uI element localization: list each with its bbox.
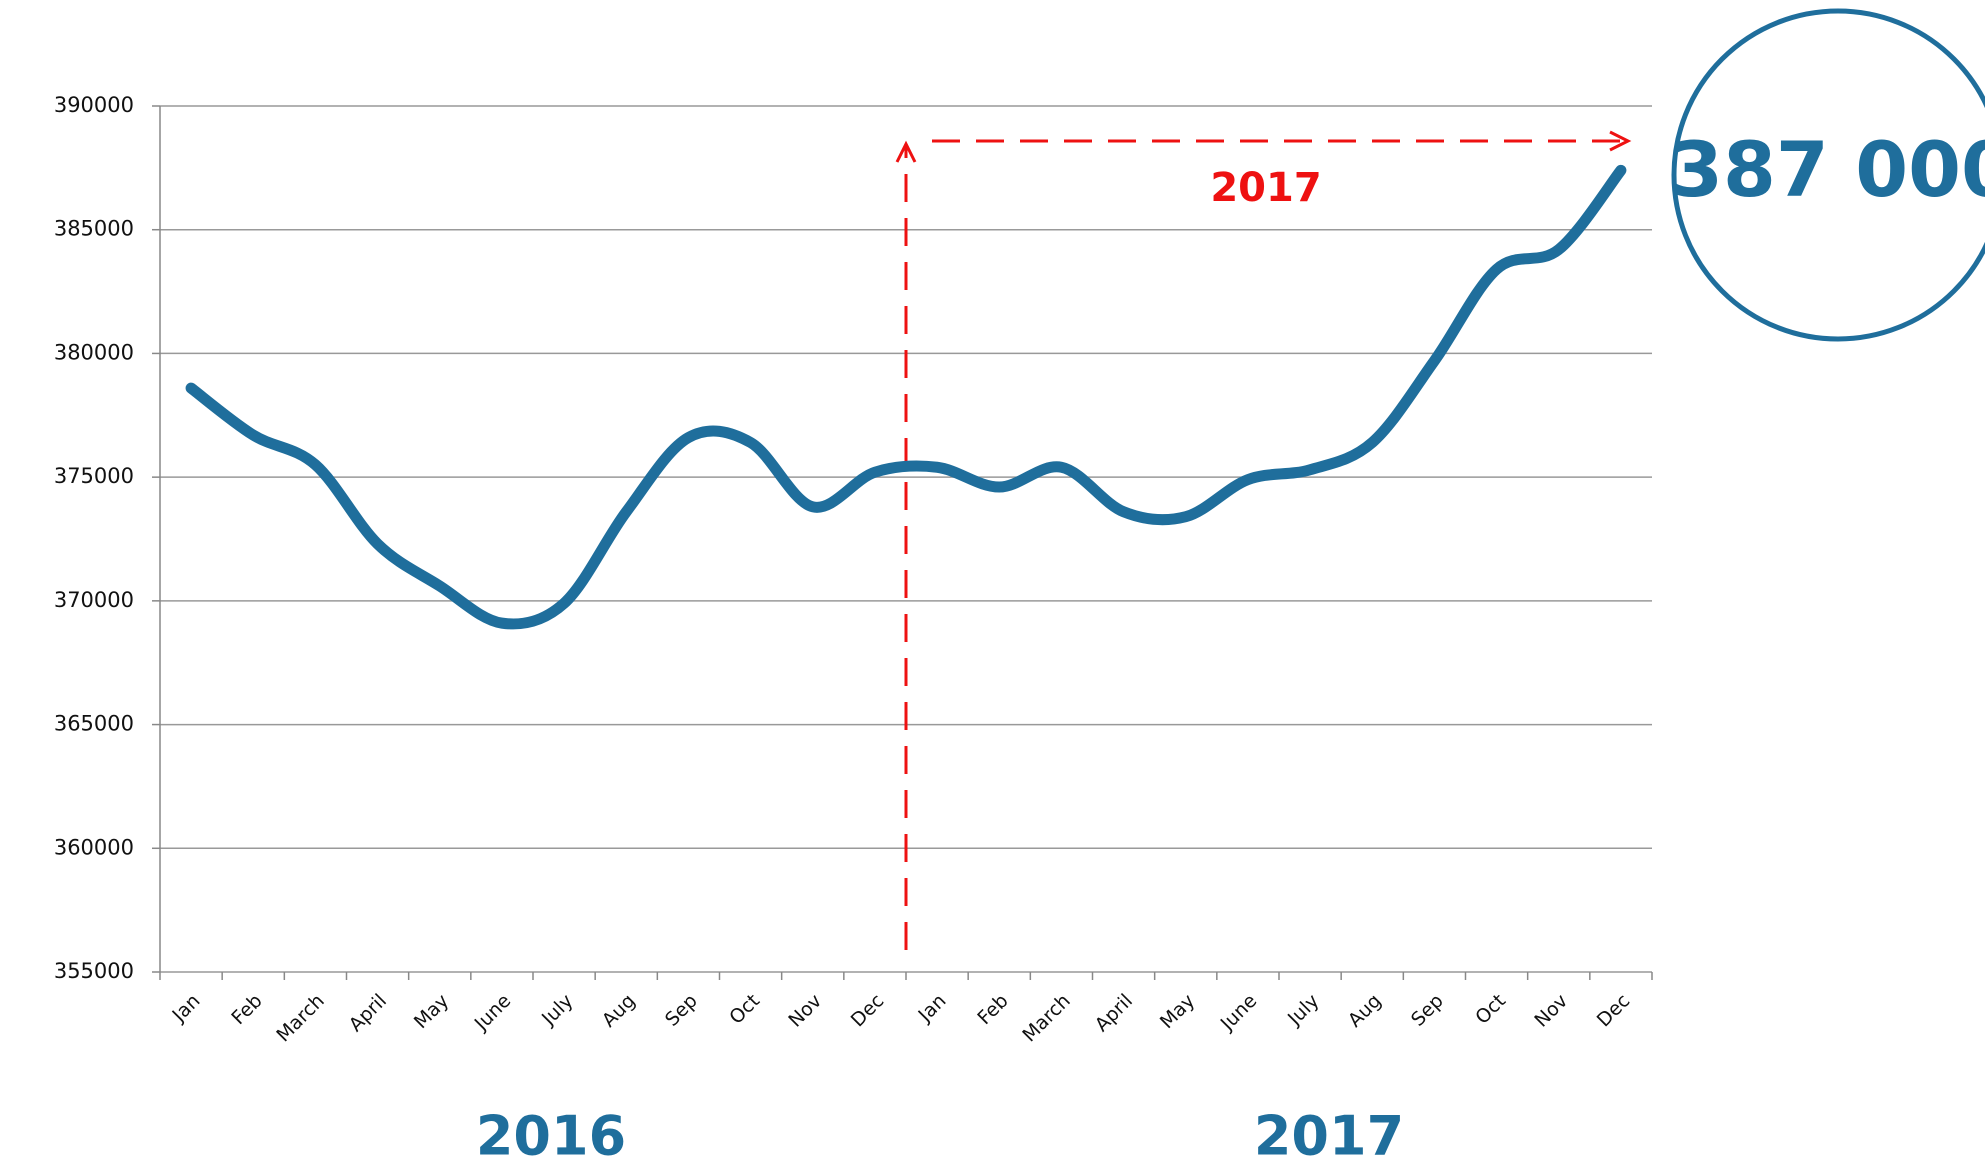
y-tick-label: 370000 [54, 588, 134, 612]
year-label: 2017 [1254, 1105, 1404, 1167]
x-tick-label: Sep [1407, 990, 1448, 1031]
highlight-circle [1671, 8, 1985, 342]
x-tick-label: May [1156, 990, 1199, 1033]
x-tick-label: June [470, 990, 516, 1036]
period-label: 2017 [1210, 165, 1321, 211]
x-tick-label: Nov [1530, 990, 1572, 1032]
x-tick-label: Aug [598, 990, 640, 1032]
x-tick-label: July [1283, 990, 1323, 1030]
x-tick-label: March [272, 990, 329, 1047]
y-tick-label: 365000 [54, 712, 134, 736]
year-label: 2016 [476, 1105, 626, 1167]
x-tick-label: March [1018, 990, 1075, 1047]
x-tick-label: Aug [1344, 990, 1386, 1032]
x-tick-label: Jan [914, 990, 951, 1027]
y-tick-label: 360000 [54, 835, 134, 859]
x-tick-label: Dec [1593, 990, 1635, 1032]
x-tick-label: May [410, 990, 453, 1033]
x-tick-label: Dec [847, 990, 889, 1032]
x-tick-label: Jan [168, 990, 205, 1027]
x-tick-label: Oct [725, 990, 764, 1029]
arrow-head [895, 140, 917, 163]
x-tick-label: June [1216, 990, 1262, 1036]
line [185, 164, 1627, 630]
y-tick-label: 355000 [54, 959, 134, 983]
x-tick-label: Sep [661, 990, 702, 1031]
y-tick-label: 380000 [54, 340, 134, 364]
x-tick-label: Feb [227, 990, 266, 1029]
y-tick-label: 375000 [54, 464, 134, 488]
x-tick-label: April [345, 990, 391, 1036]
x-tick-label: April [1091, 990, 1137, 1036]
x-tick-label: July [537, 990, 577, 1030]
highlight-value: 387 000 [1670, 125, 1985, 214]
x-tick-label: Oct [1471, 990, 1510, 1029]
arrow-head [1609, 130, 1632, 152]
x-tick-label: Feb [973, 990, 1012, 1029]
y-tick-label: 390000 [54, 93, 134, 117]
x-tick-label: Nov [784, 990, 826, 1032]
y-tick-label: 385000 [54, 217, 134, 241]
